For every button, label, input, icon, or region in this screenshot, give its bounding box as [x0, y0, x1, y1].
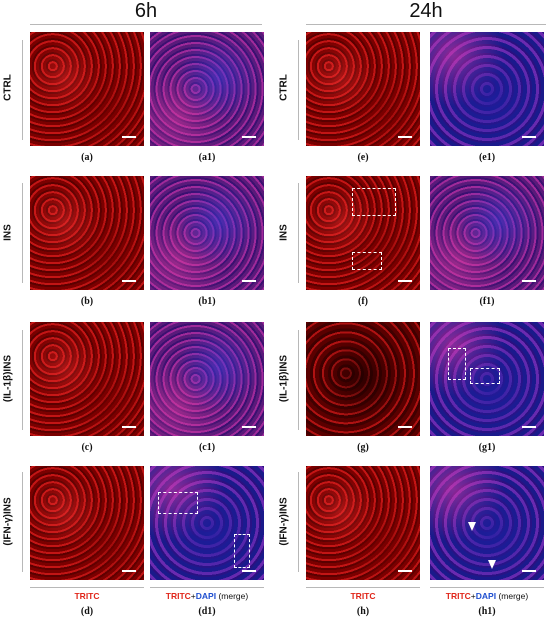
scale-bar — [242, 426, 256, 428]
caption-d: (d) — [80, 606, 94, 617]
row-label-ins-left: INS — [2, 224, 14, 241]
caption-f: (f) — [358, 296, 368, 307]
region-box — [470, 368, 500, 384]
caption-h1: (h1) — [478, 606, 496, 617]
caption-d1: (d1) — [198, 606, 216, 617]
row-label-ins-right: INS — [278, 224, 290, 241]
row-label-il1b-right: (IL-1β)INS — [278, 354, 290, 403]
micrograph-e — [306, 32, 420, 146]
caption-b: (b) — [80, 296, 94, 307]
row-bracket-ctrl-left — [22, 40, 23, 140]
micrograph-d — [30, 466, 144, 580]
region-box — [448, 348, 466, 380]
scale-bar — [122, 280, 136, 282]
micrograph-f1 — [430, 176, 544, 290]
row-bracket-ctrl-right — [298, 40, 299, 140]
micrograph-h1 — [430, 466, 544, 580]
scale-bar — [398, 426, 412, 428]
legend-underline-h1 — [430, 587, 544, 588]
row-bracket-ins-left — [22, 183, 23, 283]
stain-label-tritc-6h: TRITC — [74, 591, 100, 601]
micrograph-f — [306, 176, 420, 290]
legend-underline-h — [306, 587, 420, 588]
scale-bar — [242, 280, 256, 282]
micrograph-e1 — [430, 32, 544, 146]
scale-bar — [522, 426, 536, 428]
micrograph-c1 — [150, 322, 264, 436]
header-6h: 6h — [134, 0, 158, 22]
row-bracket-ins-right — [298, 183, 299, 283]
scale-bar — [522, 136, 536, 138]
caption-e1: (e1) — [478, 152, 496, 163]
region-box — [158, 492, 198, 514]
scale-bar — [122, 570, 136, 572]
caption-g1: (g1) — [478, 442, 496, 453]
row-label-ifng-left: (IFN-γ)INS — [2, 497, 14, 546]
region-box — [352, 188, 396, 216]
micrograph-b — [30, 176, 144, 290]
caption-a: (a) — [81, 152, 93, 163]
stain-label-tritc-24h: TRITC — [350, 591, 376, 601]
caption-e: (e) — [357, 152, 369, 163]
micrograph-a1 — [150, 32, 264, 146]
legend-underline-d — [30, 587, 144, 588]
stain-label-merge-24h: TRITC+DAPI (merge) — [445, 591, 529, 601]
row-bracket-il1b-right — [298, 330, 299, 430]
stain-label-merge-6h: TRITC+DAPI (merge) — [165, 591, 249, 601]
caption-g: (g) — [357, 442, 369, 453]
legend-underline-d1 — [150, 587, 264, 588]
micrograph-a — [30, 32, 144, 146]
scale-bar — [242, 570, 256, 572]
row-label-ctrl-right: CTRL — [278, 74, 290, 101]
region-box — [352, 252, 382, 270]
caption-c1: (c1) — [198, 442, 216, 453]
arrowhead-marker — [468, 522, 476, 531]
header-underline-24h — [306, 24, 546, 25]
arrowhead-marker — [488, 560, 496, 569]
scale-bar — [122, 136, 136, 138]
region-box — [234, 534, 250, 568]
row-bracket-il1b-left — [22, 330, 23, 430]
micrograph-d1 — [150, 466, 264, 580]
scale-bar — [522, 570, 536, 572]
micrograph-g — [306, 322, 420, 436]
scale-bar — [398, 280, 412, 282]
caption-h: (h) — [356, 606, 370, 617]
header-underline-6h — [30, 24, 262, 25]
scale-bar — [398, 136, 412, 138]
caption-b1: (b1) — [198, 296, 216, 307]
header-24h: 24h — [409, 0, 443, 22]
row-label-il1b-left: (IL-1β)INS — [2, 354, 14, 403]
caption-c: (c) — [81, 442, 93, 453]
scale-bar — [242, 136, 256, 138]
scale-bar — [398, 570, 412, 572]
scale-bar — [122, 426, 136, 428]
caption-f1: (f1) — [479, 296, 495, 307]
scale-bar — [522, 280, 536, 282]
micrograph-b1 — [150, 176, 264, 290]
row-label-ctrl-left: CTRL — [2, 74, 14, 101]
micrograph-h — [306, 466, 420, 580]
micrograph-c — [30, 322, 144, 436]
micrograph-g1 — [430, 322, 544, 436]
caption-a1: (a1) — [198, 152, 216, 163]
row-bracket-ifng-right — [298, 472, 299, 572]
row-label-ifng-right: (IFN-γ)INS — [278, 497, 290, 546]
row-bracket-ifng-left — [22, 472, 23, 572]
